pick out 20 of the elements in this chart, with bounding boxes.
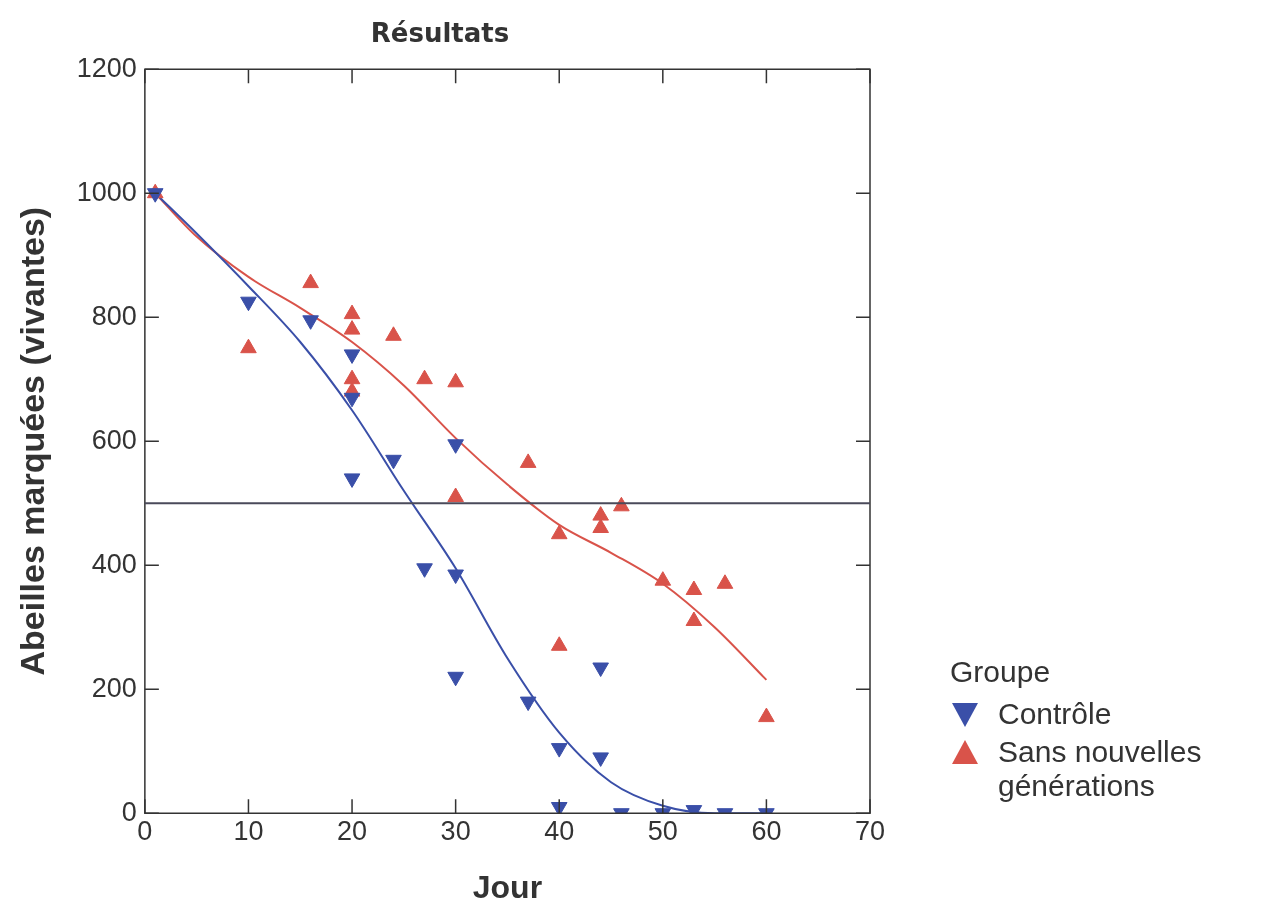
x-tick-label: 20 xyxy=(337,815,368,846)
x-tick-label: 70 xyxy=(854,815,886,846)
y-tick-label: 800 xyxy=(91,300,137,331)
x-tick-label: 10 xyxy=(233,815,264,846)
x-tick-label: 60 xyxy=(751,815,782,846)
legend-title: Groupe xyxy=(950,655,1052,689)
y-tick-label: 400 xyxy=(91,548,137,579)
chart-title: Résultats xyxy=(370,18,510,49)
x-tick-label: 50 xyxy=(647,815,678,846)
y-axis-title: Abeilles marquées (vivantes) xyxy=(12,206,51,676)
x-tick-label: 30 xyxy=(440,815,471,846)
y-tick-label: 1000 xyxy=(76,176,137,207)
y-tick-label: 1200 xyxy=(76,52,137,83)
y-tick-label: 200 xyxy=(91,672,137,703)
x-tick-label: 40 xyxy=(544,815,575,846)
legend-label: Contrôle xyxy=(998,697,1112,731)
legend-label: Sans nouvelles générations xyxy=(998,735,1203,803)
y-tick-label: 0 xyxy=(121,796,137,827)
x-axis-title: Jour xyxy=(472,868,543,905)
y-tick-label: 600 xyxy=(91,424,137,455)
